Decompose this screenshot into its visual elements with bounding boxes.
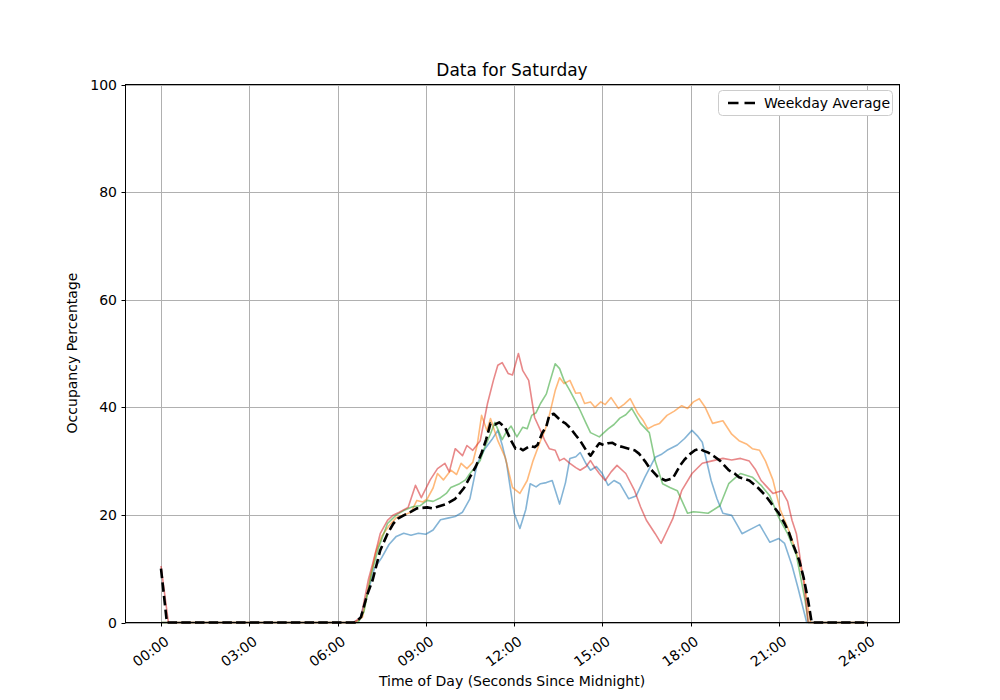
y-axis-label: Occupancy Percentage <box>64 273 80 434</box>
occupancy-chart: 00:00 03:00 06:00 09:00 12:00 15:00 18:00 21:00… <box>0 0 1000 700</box>
y-tick-label: 80 <box>99 184 117 200</box>
y-tick-label: 20 <box>99 507 117 523</box>
x-tick-label: 00:00 <box>130 633 172 670</box>
x-axis-label: Time of Day (Seconds Since Midnight) <box>378 673 645 689</box>
y-tick-label: 40 <box>99 399 117 415</box>
axis-ticks <box>122 86 868 627</box>
x-tick-label: 03:00 <box>218 633 260 670</box>
y-tick-label: 0 <box>108 615 117 631</box>
figure: 00:00 03:00 06:00 09:00 12:00 15:00 18:00 21:00… <box>0 0 1000 700</box>
x-tick-label: 12:00 <box>483 633 525 670</box>
x-tick-label: 06:00 <box>306 633 348 670</box>
legend: Weekday Average <box>719 91 893 116</box>
y-tick-label: 100 <box>90 77 117 93</box>
y-tick-label: 60 <box>99 292 117 308</box>
legend-label: Weekday Average <box>764 95 890 111</box>
x-tick-label: 09:00 <box>394 633 436 670</box>
axis-tick-labels: 00:00 03:00 06:00 09:00 12:00 15:00 18:00 21:00… <box>90 77 877 670</box>
x-tick-label: 18:00 <box>659 633 701 670</box>
chart-title: Data for Saturday <box>436 60 587 80</box>
x-tick-label: 15:00 <box>571 633 613 670</box>
x-tick-label: 21:00 <box>747 633 789 670</box>
x-tick-label: 24:00 <box>836 633 878 670</box>
